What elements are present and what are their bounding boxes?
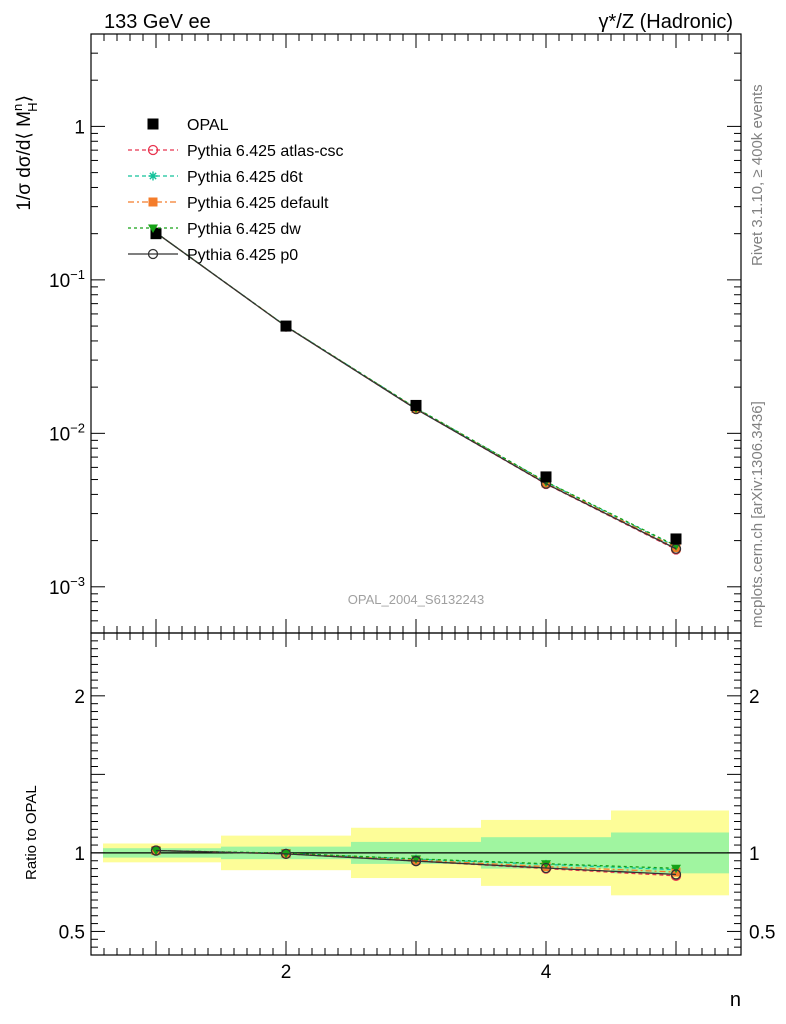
- series-pythia-6-425-default: [151, 228, 681, 553]
- series-line-pythia-6-425-dw: [155, 232, 677, 547]
- legend-entry-pythia-6-425-dw: Pythia 6.425 dw: [128, 221, 301, 238]
- y-tick-label: 10−1: [49, 267, 85, 292]
- legend-label: Pythia 6.425 atlas-csc: [187, 143, 344, 160]
- series-line-pythia-6-425-atlas-csc: [155, 232, 677, 551]
- x-tick-label: 4: [541, 962, 552, 983]
- ratio-point-pythia-6-425-dw-1: [151, 847, 161, 856]
- plot-title-left: 133 GeV ee: [104, 11, 211, 33]
- legend-label: Pythia 6.425 dw: [187, 221, 301, 238]
- legend-entry-pythia-6-425-d6t: Pythia 6.425 d6t: [128, 169, 303, 186]
- ratio-point-pythia-6-425-dw-5: [671, 864, 681, 874]
- ratio-y-tick-label-right: 2: [749, 687, 760, 708]
- series-line-pythia-6-425-d6t: [155, 232, 677, 548]
- ratio-y-tick-label-right: 1: [749, 844, 760, 865]
- series-line-pythia-6-425-p0: [155, 232, 677, 550]
- legend-entry-pythia-6-425-p0: Pythia 6.425 p0: [128, 247, 298, 264]
- main-y-axis-label: 1/σ dσ/d⟨ MnH⟩: [10, 95, 40, 211]
- x-axis-label: n: [730, 989, 741, 1011]
- ratio-series-pythia-6-425-p0: [150, 845, 682, 880]
- series-pythia-6-425-dw: [151, 229, 681, 551]
- legend-marker-pythia-6-425-default: [148, 197, 158, 207]
- legend: OPAL Pythia 6.425 atlas-csc Pythia 6.425 d…: [128, 117, 344, 264]
- legend-label: Pythia 6.425 p0: [187, 247, 298, 264]
- legend-entry-pythia-6-425-default: Pythia 6.425 default: [128, 195, 329, 212]
- mcplots-reference-label: mcplots.cern.ch [arXiv:1306.3436]: [749, 401, 766, 628]
- ratio-plot-frame: [90, 632, 742, 956]
- point-opal-1: [150, 228, 162, 240]
- ratio-y-tick-label-right: 0.5: [749, 922, 775, 943]
- ratio-plot-panel: 0.5 0.5 1 1 2 2 2 4: [59, 632, 775, 983]
- point-opal-4: [540, 471, 552, 483]
- ratio-point-pythia-6-425-p0-3: [410, 855, 422, 867]
- svg-text:1/σ dσ/d⟨ MnH⟩: 1/σ dσ/d⟨ MnH⟩: [10, 95, 40, 211]
- point-opal-5: [670, 533, 682, 545]
- ratio-y-tick-label: 0.5: [59, 922, 85, 943]
- series-pythia-6-425-p0: [150, 227, 682, 554]
- series-opal: [150, 228, 682, 545]
- y-tick-label: 10−3: [49, 574, 85, 599]
- plot-title-right: γ*/Z (Hadronic): [599, 11, 733, 33]
- legend-label: Pythia 6.425 default: [187, 195, 329, 212]
- legend-marker-pythia-6-425-dw: [148, 224, 158, 233]
- legend-marker-opal: [147, 118, 159, 130]
- ratio-point-pythia-6-425-p0-4: [540, 862, 552, 874]
- ratio-y-axis-label: Ratio to OPAL: [23, 785, 40, 880]
- ratio-point-pythia-6-425-p0-5: [670, 869, 682, 880]
- ratio-y-tick-label: 2: [74, 687, 85, 708]
- ratio-point-pythia-6-425-dw-4: [541, 860, 551, 869]
- ratio-point-pythia-6-425-p0-2: [280, 848, 292, 859]
- legend-marker-pythia-6-425-atlas-csc: [147, 144, 159, 156]
- y-tick-label: 1: [74, 117, 85, 138]
- series-pythia-6-425-d6t: [151, 228, 681, 552]
- legend-label: Pythia 6.425 d6t: [187, 169, 303, 186]
- rivet-version-label: Rivet 3.1.10, ≥ 400k events: [749, 84, 766, 266]
- legend-marker-pythia-6-425-p0: [147, 248, 159, 260]
- legend-entry-opal: OPAL: [147, 117, 229, 134]
- series-pythia-6-425-atlas-csc: [150, 227, 682, 555]
- main-plot-panel: 10−3 10−2 10−1 1 OPAL_2004_S6132243 OPAL Pyt…: [49, 33, 742, 634]
- x-tick-label: 2: [281, 962, 292, 983]
- analysis-watermark: OPAL_2004_S6132243: [348, 592, 484, 607]
- ratio-line-pythia-6-425-p0: [155, 849, 677, 876]
- legend-entry-pythia-6-425-atlas-csc: Pythia 6.425 atlas-csc: [128, 143, 344, 160]
- point-opal-3: [410, 399, 422, 411]
- legend-marker-pythia-6-425-d6t: [148, 171, 158, 181]
- ratio-y-tick-label: 1: [74, 844, 85, 865]
- y-tick-label: 10−2: [49, 420, 85, 445]
- point-opal-2: [280, 320, 292, 332]
- legend-label: OPAL: [187, 117, 229, 134]
- series-line-pythia-6-425-default: [155, 232, 677, 549]
- ratio-point-pythia-6-425-p0-1: [150, 845, 162, 856]
